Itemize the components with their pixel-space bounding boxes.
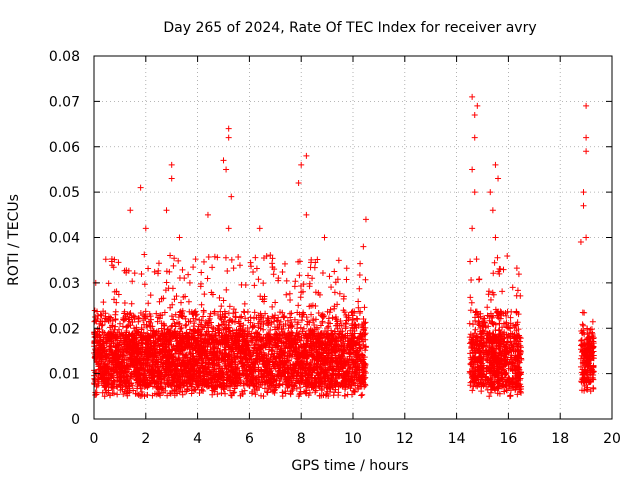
data-point xyxy=(178,299,185,306)
data-point xyxy=(130,312,137,319)
data-point xyxy=(141,251,148,258)
data-point xyxy=(358,392,365,399)
data-point xyxy=(283,277,290,284)
data-point xyxy=(124,311,131,318)
data-point xyxy=(299,328,306,335)
data-point xyxy=(260,326,267,333)
data-point xyxy=(135,314,142,321)
data-point xyxy=(300,325,307,332)
data-point xyxy=(352,321,359,328)
data-point xyxy=(328,284,335,291)
data-point xyxy=(333,316,340,323)
data-point xyxy=(149,383,156,390)
data-point xyxy=(251,309,258,316)
data-point xyxy=(136,315,143,322)
data-point xyxy=(105,280,112,287)
grid-lines xyxy=(94,56,612,419)
data-point xyxy=(295,302,302,309)
data-point xyxy=(211,253,218,260)
data-point xyxy=(151,268,158,275)
data-point xyxy=(331,268,338,275)
data-point xyxy=(218,390,225,397)
data-point xyxy=(190,264,197,271)
data-point xyxy=(319,269,326,276)
data-point xyxy=(336,290,343,297)
data-point xyxy=(250,269,257,276)
data-point xyxy=(311,321,318,328)
data-point xyxy=(262,310,269,317)
data-point xyxy=(284,317,291,324)
data-point xyxy=(235,254,242,261)
data-point xyxy=(99,389,106,396)
data-point xyxy=(359,391,366,398)
data-point xyxy=(357,260,364,267)
data-point xyxy=(127,310,134,317)
data-point xyxy=(334,276,341,283)
data-point xyxy=(223,286,230,293)
data-point xyxy=(315,310,322,317)
data-point xyxy=(208,289,215,296)
data-point xyxy=(141,281,148,288)
data-point xyxy=(113,299,120,306)
data-point xyxy=(198,269,205,276)
data-point xyxy=(101,393,108,400)
data-point xyxy=(241,387,248,394)
data-point xyxy=(200,388,207,395)
data-point xyxy=(111,296,118,303)
data-point xyxy=(355,298,362,305)
data-point xyxy=(279,268,286,275)
data-point xyxy=(145,300,152,307)
data-point xyxy=(296,272,303,279)
data-point xyxy=(257,293,264,300)
data-point xyxy=(308,311,315,318)
data-point xyxy=(231,389,238,396)
data-point xyxy=(171,255,178,262)
data-point xyxy=(354,316,361,323)
data-point xyxy=(164,392,171,399)
data-point xyxy=(201,291,208,298)
data-point xyxy=(240,322,247,329)
data-point xyxy=(226,303,233,310)
data-point xyxy=(220,297,227,304)
data-points xyxy=(91,93,597,400)
data-point xyxy=(252,391,259,398)
data-point xyxy=(317,322,324,329)
data-point xyxy=(298,289,305,296)
data-point xyxy=(331,289,338,296)
data-point xyxy=(131,316,138,323)
data-point xyxy=(145,265,152,272)
data-point xyxy=(131,270,138,277)
data-point xyxy=(230,306,237,313)
data-point xyxy=(146,311,153,318)
data-point xyxy=(183,321,190,328)
data-point xyxy=(163,279,170,286)
data-point xyxy=(241,309,248,316)
data-point xyxy=(280,313,287,320)
data-point xyxy=(129,319,136,326)
data-point xyxy=(344,391,351,398)
data-point xyxy=(314,324,321,331)
data-point xyxy=(173,293,180,300)
data-point xyxy=(168,313,175,320)
data-point xyxy=(241,300,248,307)
data-point xyxy=(138,270,145,277)
